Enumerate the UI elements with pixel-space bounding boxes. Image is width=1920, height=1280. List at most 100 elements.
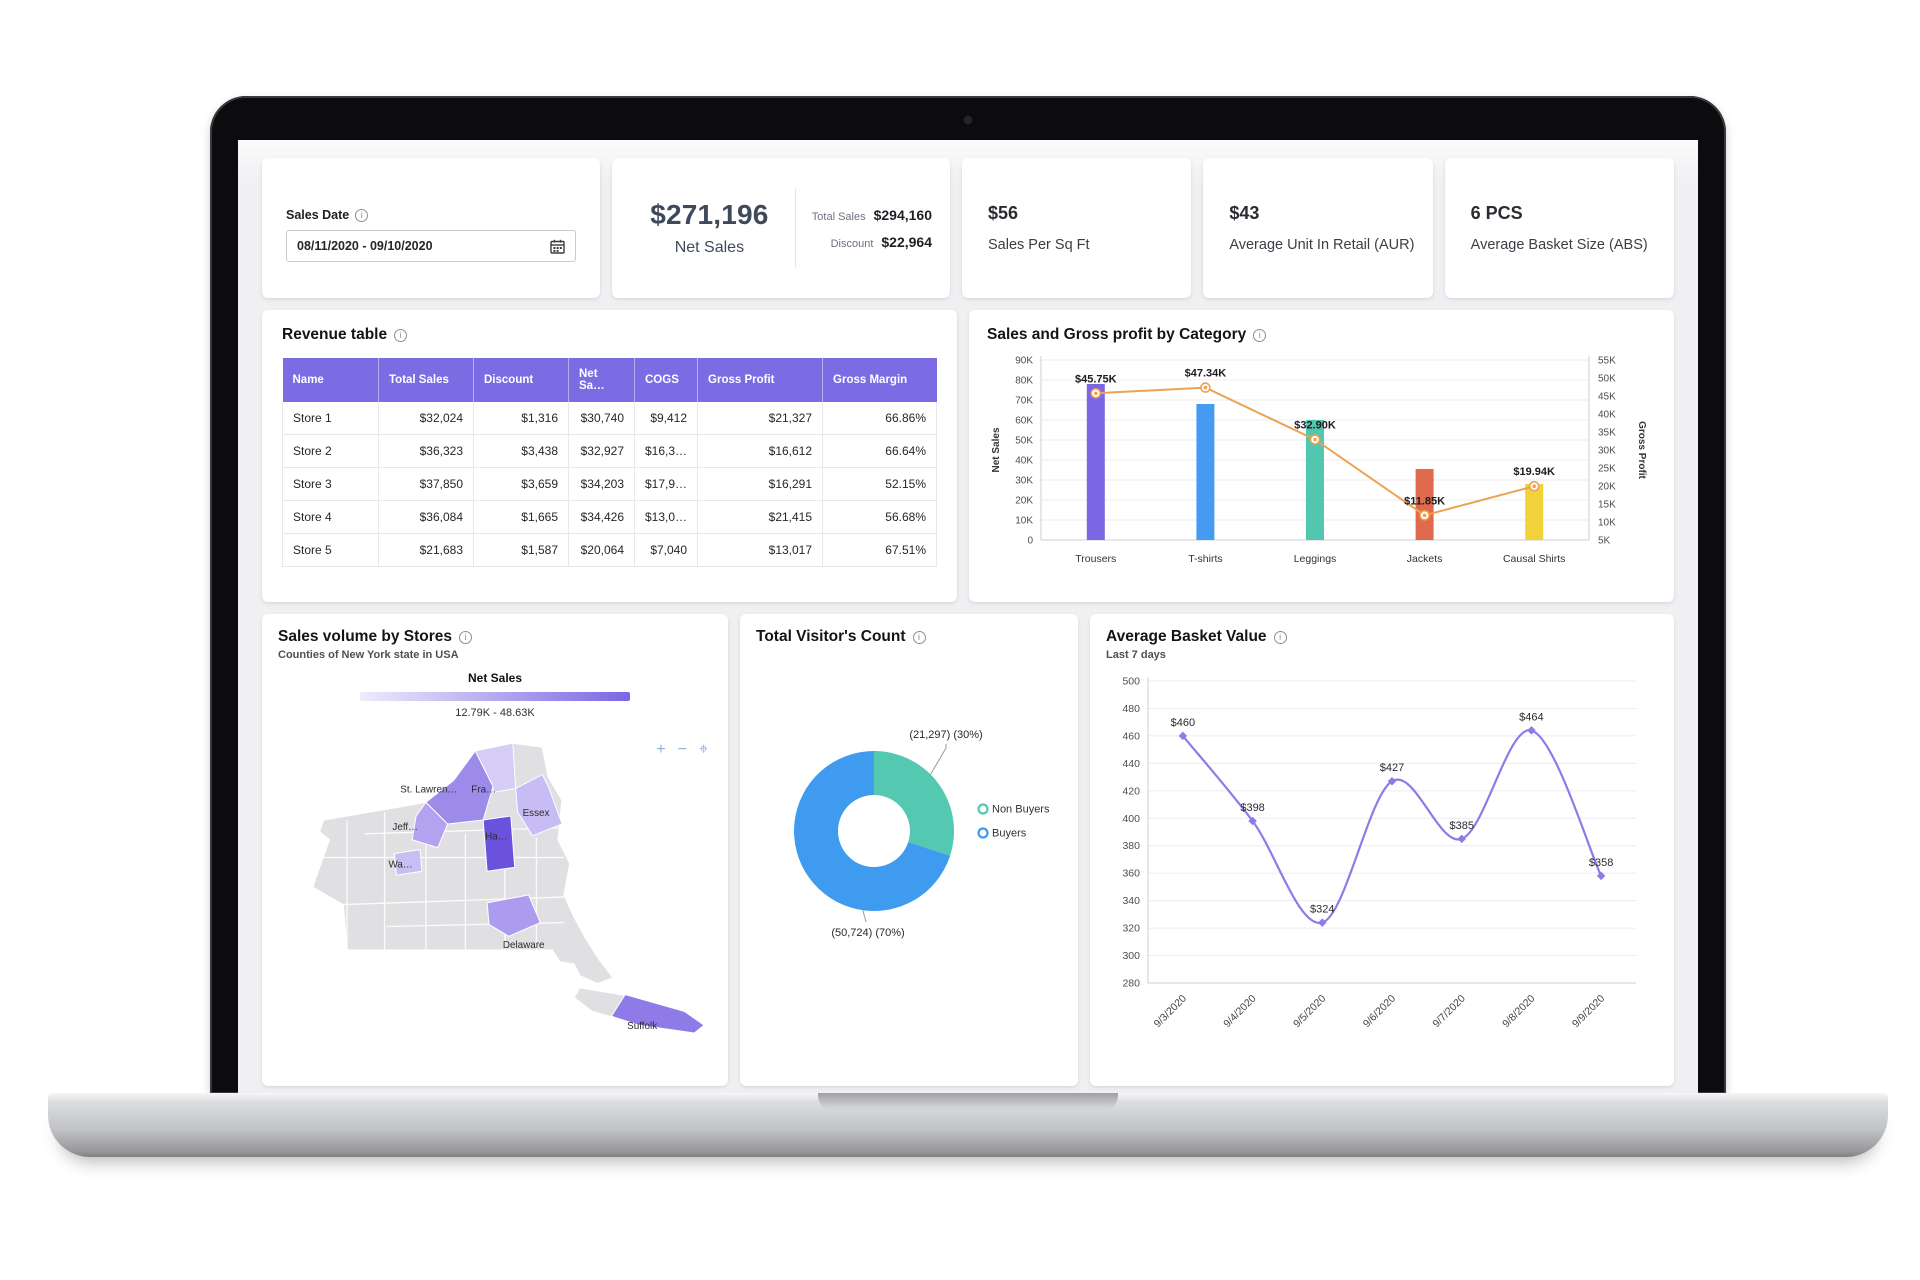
donut-slice-non-buyers[interactable] xyxy=(874,751,955,856)
column-header[interactable]: Net Sa… xyxy=(568,358,635,402)
data-point[interactable] xyxy=(1527,726,1536,735)
sales-per-sqft-card: $56 Sales Per Sq Ft xyxy=(962,158,1192,298)
divider xyxy=(794,189,796,267)
chart-text: 500 xyxy=(1122,676,1140,688)
abs-card: 6 PCS Average Basket Size (ABS) xyxy=(1444,158,1674,298)
column-header[interactable]: COGS xyxy=(634,358,699,402)
reset-view-icon[interactable] xyxy=(699,742,708,758)
chart-text: 10K xyxy=(1598,518,1616,529)
column-header[interactable]: Discount xyxy=(473,358,569,402)
county-essex[interactable] xyxy=(515,773,563,837)
value-cell: $16,291 xyxy=(697,467,824,501)
table-row[interactable]: Store 4 $36,084 $1,665 $34,426 $13,0… $21,415… xyxy=(282,500,937,534)
legend-item-buyers[interactable]: Buyers xyxy=(977,827,1027,840)
basket-value-line-chart: 280 300 320 340 360 380 400 420 440 460 480 500 $460… xyxy=(1122,676,1636,1030)
map-title-row: Sales volume by Stores xyxy=(278,628,712,646)
net-sales-main: $271,196 Net Sales xyxy=(632,199,787,257)
map-area: St. Lawren… Fra… Essex Jeff… Ha… Wa… Del… xyxy=(278,729,712,1060)
new-york-counties-map[interactable]: St. Lawren… Fra… Essex Jeff… Ha… Wa… Del… xyxy=(278,729,712,1055)
table-header-row: Name Total Sales Discount Net Sa… COGS Gross … xyxy=(282,358,937,402)
category-chart-card: Sales and Gross profit by Category 0 10K 2… xyxy=(969,310,1674,602)
county-suffolk[interactable] xyxy=(610,994,705,1034)
calendar-icon[interactable] xyxy=(550,239,565,254)
net-sales-label: Net Sales xyxy=(674,239,745,256)
data-point[interactable] xyxy=(1457,834,1466,844)
column-header[interactable]: Gross Margin xyxy=(822,358,937,402)
value-cell: $1,587 xyxy=(473,533,569,567)
line-point[interactable] xyxy=(1200,382,1211,393)
bar-jackets[interactable] xyxy=(1415,469,1434,540)
zoom-in-icon[interactable] xyxy=(656,742,665,758)
chart-text: $324 xyxy=(1310,904,1334,916)
value-cell: $1,665 xyxy=(473,500,569,534)
chart-text: 55K xyxy=(1598,356,1616,367)
bar-trousers[interactable] xyxy=(1086,384,1105,540)
line-point[interactable] xyxy=(1419,510,1430,521)
info-icon[interactable] xyxy=(459,630,473,644)
column-header[interactable]: Name xyxy=(282,358,379,402)
info-icon[interactable] xyxy=(1253,328,1267,342)
line-point[interactable] xyxy=(1090,387,1102,399)
value-cell: 56.68% xyxy=(822,500,937,534)
chart-text: 360 xyxy=(1122,868,1140,880)
table-row[interactable]: Store 2 $36,323 $3,438 $32,927 $16,3… $16,612… xyxy=(282,434,937,468)
table-row[interactable]: Store 5 $21,683 $1,587 $20,064 $7,040 $13,017… xyxy=(282,533,937,567)
chart-text: $427 xyxy=(1380,762,1404,774)
visitors-title: Total Visitor's Count xyxy=(756,628,906,645)
net-sales-value: $271,196 xyxy=(650,199,769,230)
county-label: Wa… xyxy=(388,859,412,870)
store-name-cell: Store 1 xyxy=(282,402,379,435)
chart-text: Buyers xyxy=(992,828,1027,840)
info-icon[interactable] xyxy=(355,208,369,222)
abs-label: Average Basket Size (ABS) xyxy=(1470,237,1648,253)
bar-leggings[interactable] xyxy=(1306,420,1324,540)
chart-text: 40K xyxy=(1015,456,1033,467)
legend-item-non-buyers[interactable]: Non Buyers xyxy=(977,803,1050,816)
map-title: Sales volume by Stores xyxy=(278,628,453,645)
chart-text: 380 xyxy=(1122,840,1140,852)
value-cell: $36,323 xyxy=(378,434,474,468)
county-franklin[interactable] xyxy=(474,742,517,793)
chart-text: 9/6/2020 xyxy=(1361,993,1398,1030)
data-point[interactable] xyxy=(1318,918,1327,927)
date-range-input[interactable]: 08/11/2020 - 09/10/2020 xyxy=(286,230,576,262)
info-icon[interactable] xyxy=(1273,630,1287,644)
table-row[interactable]: Store 1 $32,024 $1,316 $30,740 $9,412 $21,327… xyxy=(282,402,937,435)
highlighted-counties[interactable] xyxy=(393,742,705,1034)
chart-text: 20K xyxy=(1015,496,1033,507)
column-header[interactable]: Total Sales xyxy=(378,358,474,402)
chart-text: (21,297) (30%) xyxy=(909,729,982,741)
info-icon[interactable] xyxy=(912,630,926,644)
county-label: Fra… xyxy=(471,784,496,795)
value-cell: $32,927 xyxy=(568,434,635,468)
value-cell: 66.86% xyxy=(822,402,937,435)
chart-text: 400 xyxy=(1122,813,1140,825)
chart-text: 340 xyxy=(1122,895,1140,907)
bar-causal-shirts[interactable] xyxy=(1525,484,1544,540)
aur-label: Average Unit In Retail (AUR) xyxy=(1229,237,1415,253)
zoom-out-icon[interactable] xyxy=(678,742,687,758)
county-delaware[interactable] xyxy=(486,894,542,937)
chart-text: Leggings xyxy=(1294,553,1337,565)
county-hamilton[interactable] xyxy=(482,815,516,872)
donut-slice-buyers[interactable] xyxy=(794,751,951,911)
total-sales-row: Total Sales $294,160 xyxy=(812,207,932,223)
county-wayne[interactable] xyxy=(393,849,423,876)
chart-text: 35K xyxy=(1598,428,1616,439)
value-cell: $17,9… xyxy=(633,467,699,501)
line-point[interactable] xyxy=(1309,434,1321,445)
table-row[interactable]: Store 3 $37,850 $3,659 $34,203 $17,9… $16,291… xyxy=(282,467,937,501)
value-cell: $16,3… xyxy=(633,434,699,468)
column-header[interactable]: Gross Profit xyxy=(697,358,824,402)
county-label: St. Lawren… xyxy=(400,784,457,795)
bar-t-shirts[interactable] xyxy=(1196,404,1215,540)
info-icon[interactable] xyxy=(394,328,408,342)
chart-text: 50K xyxy=(1598,374,1616,385)
chart-text: $11.85K xyxy=(1404,495,1445,507)
line-point[interactable] xyxy=(1528,480,1540,492)
chart-text: Non Buyers xyxy=(992,804,1050,816)
county-label: Suffolk xyxy=(627,1021,657,1032)
value-cell: 66.64% xyxy=(822,434,937,468)
